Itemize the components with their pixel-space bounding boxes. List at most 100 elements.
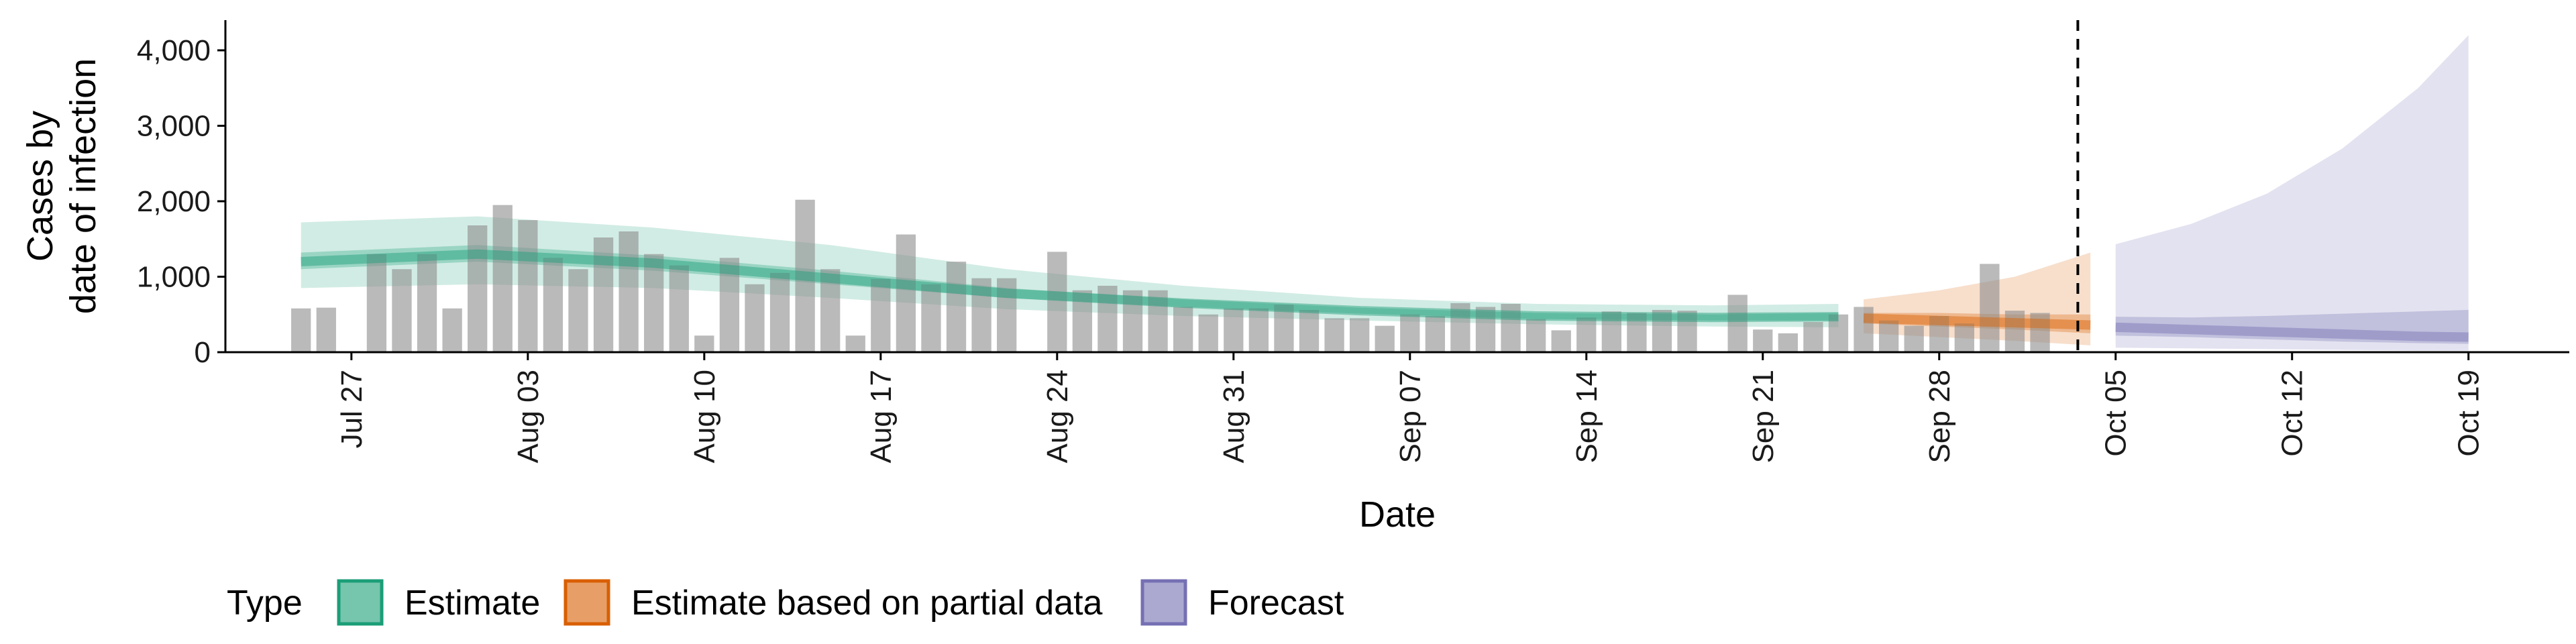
x-tick-label: Sep 28 — [1923, 370, 1956, 463]
case-bar — [946, 262, 967, 352]
x-axis-title: Date — [1359, 494, 1436, 535]
case-bar — [291, 308, 311, 352]
x-tick-label: Aug 10 — [688, 370, 721, 463]
case-bar — [2004, 311, 2025, 352]
case-bar — [820, 269, 841, 352]
median-line-1 — [1863, 313, 2091, 330]
case-bar — [1878, 320, 1899, 352]
x-tick-label: Aug 17 — [865, 370, 898, 463]
x-tick-label: Aug 31 — [1218, 370, 1250, 463]
median-line-0 — [301, 249, 1839, 323]
case-bar — [1627, 313, 1647, 352]
y-tick-label: 1,000 — [137, 261, 211, 294]
median-line-2 — [2115, 322, 2469, 342]
case-bar — [644, 254, 664, 352]
case-bar — [1324, 318, 1344, 352]
case-bar — [392, 269, 412, 352]
case-bar — [1349, 318, 1370, 352]
case-bar — [1803, 322, 1823, 352]
case-bar — [845, 335, 865, 352]
case-bar — [1450, 303, 1470, 352]
case-bar — [468, 225, 488, 352]
case-bar — [1551, 330, 1571, 352]
legend-label-0: Estimate — [405, 584, 540, 623]
y-axis-title-line-1: Cases by — [20, 111, 60, 262]
case-bar — [1501, 304, 1521, 352]
case-bar — [543, 258, 564, 352]
outer-band-0 — [301, 216, 1839, 327]
x-ticks: Jul 27 Aug 03 Aug 10 Aug 17 Aug 24 Aug 31 Sep … — [335, 352, 2485, 463]
x-tick-label: Aug 24 — [1041, 370, 1074, 463]
x-tick-label: Jul 27 — [335, 370, 368, 448]
legend-key-2 — [1140, 579, 1187, 626]
x-tick-label: Aug 03 — [512, 370, 545, 463]
legend-key-1 — [564, 579, 610, 626]
y-axis-title: Cases by date of infection — [20, 58, 103, 314]
case-bar — [719, 258, 740, 352]
axes: 0 1,000 2,000 3,000 4,000 Jul 27 Aug 03 Aug 10… — [137, 20, 2569, 463]
case-bar — [2030, 313, 2050, 352]
case-bar — [1980, 264, 2000, 352]
x-tick-label: Sep 07 — [1394, 370, 1427, 463]
case-bar — [1576, 317, 1597, 352]
legend: Type Estimate Estimate based on partial d… — [227, 579, 1344, 626]
x-tick-label: Oct 12 — [2276, 370, 2309, 457]
case-bar — [442, 308, 462, 352]
case-bar — [619, 231, 639, 352]
case-bar — [1677, 311, 1697, 352]
case-bar — [1122, 290, 1143, 352]
case-bar — [1047, 252, 1067, 352]
case-bar — [593, 237, 614, 352]
case-bar — [1248, 308, 1269, 352]
case-bar — [1854, 307, 1874, 352]
case-bar — [1148, 290, 1168, 352]
y-tick-label: 0 — [195, 336, 211, 369]
case-bar — [795, 199, 815, 352]
y-tick-label: 2,000 — [137, 185, 211, 218]
legend-label-1: Estimate based on partial data — [631, 584, 1103, 623]
estimate-bands — [301, 35, 2469, 351]
case-bar — [1778, 333, 1798, 352]
y-axis-title-line-2: date of infection — [63, 58, 103, 314]
case-bar — [997, 278, 1017, 352]
case-bar — [1828, 314, 1849, 352]
y-tick-label: 3,000 — [137, 110, 211, 143]
case-bar — [1299, 310, 1320, 352]
case-bar — [417, 254, 437, 352]
case-bar — [568, 269, 588, 352]
inner-band-2 — [2115, 310, 2469, 344]
x-tick-label: Oct 05 — [2100, 370, 2133, 457]
case-bar — [518, 220, 538, 352]
inner-band-0 — [301, 245, 1839, 321]
y-ticks: 0 1,000 2,000 3,000 4,000 — [137, 34, 225, 369]
case-bar — [871, 278, 891, 352]
case-bar — [1425, 316, 1446, 352]
case-bar — [694, 335, 714, 352]
legend-label-2: Forecast — [1208, 584, 1344, 623]
reported-case-bars — [291, 199, 2050, 352]
case-bar — [366, 254, 387, 352]
x-tick-label: Oct 19 — [2453, 370, 2485, 457]
case-bar — [1753, 329, 1773, 352]
legend-title: Type — [227, 584, 303, 623]
x-tick-label: Sep 14 — [1570, 370, 1603, 463]
case-bar — [1198, 314, 1218, 352]
case-bar — [1274, 305, 1294, 352]
case-bar — [1072, 290, 1093, 352]
outer-band-2 — [2115, 35, 2469, 351]
case-bar — [669, 265, 689, 352]
case-bar — [1904, 325, 1924, 352]
case-bar — [1929, 316, 1949, 352]
case-bar — [1652, 310, 1672, 352]
case-bar — [1224, 308, 1244, 352]
case-bar — [769, 272, 790, 352]
case-bar — [492, 205, 513, 352]
case-bar — [1173, 307, 1193, 352]
case-bar — [1475, 307, 1496, 352]
case-bar — [1601, 311, 1621, 352]
case-bar — [745, 284, 765, 352]
legend-key-0 — [337, 579, 384, 626]
y-tick-label: 4,000 — [137, 34, 211, 67]
x-tick-label: Sep 21 — [1747, 370, 1780, 463]
